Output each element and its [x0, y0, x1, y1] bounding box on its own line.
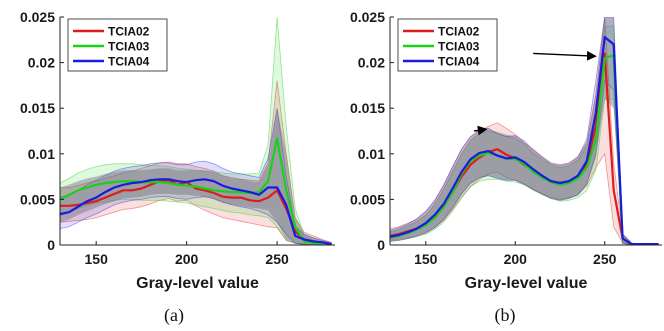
- band-tcia04: [60, 108, 332, 245]
- x-tick-label: 150: [414, 251, 438, 267]
- annotation-arrow-1: [474, 125, 488, 136]
- panel-label: (a): [164, 305, 184, 326]
- y-tick-label: 0.01: [358, 146, 385, 162]
- y-tick-label: 0.015: [350, 100, 385, 116]
- y-tick-label: 0.02: [358, 55, 385, 71]
- annotation-arrow-2: [533, 50, 597, 61]
- y-tick-label: 0.01: [28, 146, 55, 162]
- y-tick-label: 0.005: [20, 191, 55, 207]
- x-tick-label: 200: [175, 251, 199, 267]
- legend-label-tcia02: TCIA02: [108, 25, 150, 39]
- chart-panel-1: 0 0.005 0.01 0.015 0.02 0.025 150 200 250 Gray-le…: [20, 9, 335, 326]
- x-tick-label: 250: [593, 251, 617, 267]
- band-tcia02: [60, 80, 332, 245]
- legend-label-tcia02: TCIA02: [438, 25, 480, 39]
- x-axis-label: Gray-level value: [465, 275, 588, 292]
- chart-panel-2: 0 0.005 0.01 0.015 0.02 0.025 150 200 250 Gray-le…: [350, 9, 662, 326]
- pooled-band: [60, 108, 332, 245]
- series-line-tcia04: [60, 178, 332, 245]
- legend-label-tcia04: TCIA04: [108, 55, 150, 69]
- y-tick-label: 0.005: [350, 191, 385, 207]
- legend-label-tcia03: TCIA03: [108, 40, 150, 54]
- y-tick-label: 0: [47, 237, 55, 253]
- y-tick-label: 0.025: [20, 9, 55, 25]
- y-tick-label: 0: [377, 237, 385, 253]
- plot-area: [60, 17, 332, 245]
- x-axis-label: Gray-level value: [136, 275, 259, 292]
- x-tick-label: 150: [85, 251, 109, 267]
- y-tick-label: 0.02: [28, 55, 55, 71]
- panel-label: (b): [495, 305, 516, 326]
- series-line-tcia04: [390, 36, 659, 245]
- legend-label-tcia03: TCIA03: [438, 40, 480, 54]
- x-tick-label: 250: [265, 251, 289, 267]
- pooled-band: [390, 17, 659, 245]
- x-tick-label: 200: [504, 251, 528, 267]
- y-tick-label: 0.025: [350, 9, 385, 25]
- y-tick-label: 0.015: [20, 100, 55, 116]
- legend-label-tcia04: TCIA04: [438, 55, 480, 69]
- series-line-tcia03: [60, 137, 332, 245]
